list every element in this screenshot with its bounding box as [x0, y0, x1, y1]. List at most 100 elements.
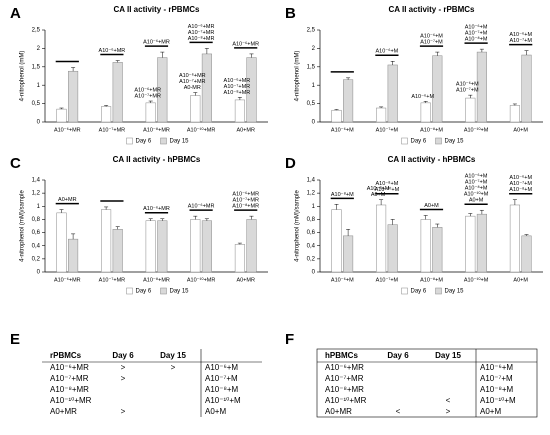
x-tick-label: A10⁻⁸+MR: [143, 126, 170, 133]
annotation: A10⁻⁶+MR: [188, 23, 215, 30]
y-tick-label: 1,5: [307, 64, 316, 70]
panel-label: B: [285, 5, 296, 22]
legend-label: Day 15: [445, 139, 465, 145]
bar: [376, 107, 387, 123]
y-axis-label: 4-nitrophenol (mM)/sample: [295, 189, 301, 261]
bar: [190, 95, 201, 123]
annotation: A10⁻⁶+MR: [232, 40, 259, 47]
y-tick-label: 1,2: [307, 191, 316, 197]
bar: [432, 227, 443, 273]
x-tick-label: A10⁻⁶+M: [331, 126, 354, 133]
annotation: A0+M: [371, 192, 386, 198]
x-tick-label: A10⁻¹⁰+MR: [187, 276, 216, 283]
annotation: A10⁻⁷+M: [465, 179, 488, 186]
y-tick-label: 0,8: [307, 217, 316, 223]
annotation: A10⁻⁶+M: [456, 81, 479, 88]
bar: [521, 235, 532, 273]
y-tick-label: 1,4: [307, 178, 316, 184]
legend-label: Day 6: [136, 139, 152, 145]
legend-swatch: [435, 287, 442, 295]
annotation: A10⁻⁶+M: [509, 174, 532, 181]
annotation: A10⁻⁶+MR: [179, 72, 206, 79]
bar: [343, 79, 354, 123]
panel-label: C: [10, 155, 21, 172]
y-tick-label: 0,2: [307, 256, 316, 262]
y-tick-label: 0,5: [32, 101, 41, 107]
table-cell: <: [396, 407, 401, 416]
bar: [420, 102, 431, 123]
legend-swatch: [160, 137, 167, 145]
y-tick-label: 1,5: [32, 64, 41, 70]
y-axis-label: 4-nitrophenol (mM): [295, 51, 301, 102]
panel-label: D: [285, 155, 296, 172]
legend-swatch: [160, 287, 167, 295]
table-cell: A0+M: [205, 407, 226, 416]
annotation: A10⁻⁷+MR: [232, 197, 258, 204]
bar: [331, 109, 342, 123]
bar: [234, 244, 245, 273]
x-tick-label: A10⁻¹⁰+M: [464, 126, 489, 133]
table-cell: A0+MR: [325, 407, 352, 416]
annotation: A10⁻⁷+MR: [179, 78, 205, 85]
y-tick-label: 0,6: [32, 230, 41, 236]
chart-title: CA II activity - rPBMCs: [389, 5, 475, 14]
chart-title: CA II activity - rPBMCs: [114, 5, 200, 14]
table-cell: A10⁻⁸+MR: [325, 385, 364, 394]
annotation: A10⁻⁶+MR: [232, 191, 259, 198]
table-cell: A10⁻⁶+MR: [325, 363, 364, 372]
annotation: A0-MR: [184, 85, 201, 91]
annotation: A10⁻⁸+M: [509, 186, 532, 193]
y-tick-label: 0,6: [307, 230, 316, 236]
table-cell: A10⁻⁷+MR: [50, 374, 89, 383]
bar: [190, 219, 201, 273]
bar: [246, 219, 257, 273]
legend-label: Day 6: [411, 289, 427, 295]
x-tick-label: A10⁻⁸+MR: [143, 276, 170, 283]
annotation: A10⁻¹⁰+M: [375, 186, 400, 193]
table-header: Day 15: [435, 351, 461, 360]
table-cell: A10⁻¹⁰+MR: [50, 396, 92, 405]
annotation: A10⁻⁷+MR: [134, 92, 160, 99]
bar: [465, 97, 476, 123]
y-tick-label: 1,2: [32, 191, 41, 197]
annotation: A0+M: [469, 198, 484, 204]
bar: [112, 62, 123, 123]
table-header: Day 6: [112, 351, 134, 360]
chart-title: CA II activity - hPBMCs: [113, 155, 201, 164]
x-tick-label: A0+M: [513, 277, 528, 283]
bar: [432, 55, 443, 123]
legend-label: Day 15: [170, 139, 190, 145]
y-tick-label: 1: [37, 204, 41, 210]
bar: [101, 209, 112, 273]
table-cell: A10⁻¹⁰+M: [205, 396, 241, 405]
annotation: A10⁻¹⁰+M: [464, 191, 489, 198]
bar: [145, 220, 156, 273]
bar: [101, 106, 112, 123]
table-cell: <: [446, 396, 451, 405]
table-cell: A10⁻⁸+MR: [50, 385, 89, 394]
x-tick-label: A0+MR: [236, 127, 255, 133]
table-cell: >: [171, 363, 176, 372]
legend-swatch: [126, 287, 133, 295]
annotation: A10⁻⁶+M: [465, 173, 488, 180]
bar: [68, 238, 79, 273]
annotation: A10⁻⁶+MR: [134, 86, 161, 93]
y-tick-label: 2: [37, 46, 41, 52]
y-tick-label: 0,5: [307, 101, 316, 107]
bar: [420, 219, 431, 273]
y-tick-label: 1,4: [32, 178, 41, 184]
bar: [145, 102, 156, 123]
bar: [157, 220, 168, 273]
y-tick-label: 0,2: [32, 256, 41, 262]
bar: [234, 99, 245, 123]
annotation: A10⁻⁷+MR: [224, 83, 250, 90]
table-header: Day 15: [160, 351, 186, 360]
y-tick-label: 0,4: [307, 243, 316, 249]
table-cell: A10⁻⁷+M: [205, 374, 238, 383]
y-tick-label: 0: [312, 120, 316, 126]
legend-label: Day 6: [411, 139, 427, 145]
annotation: A10⁻⁷+M: [509, 180, 532, 187]
bar: [387, 224, 398, 273]
y-tick-label: 0,8: [32, 217, 41, 223]
annotation: A10⁻⁸+M: [375, 180, 398, 187]
